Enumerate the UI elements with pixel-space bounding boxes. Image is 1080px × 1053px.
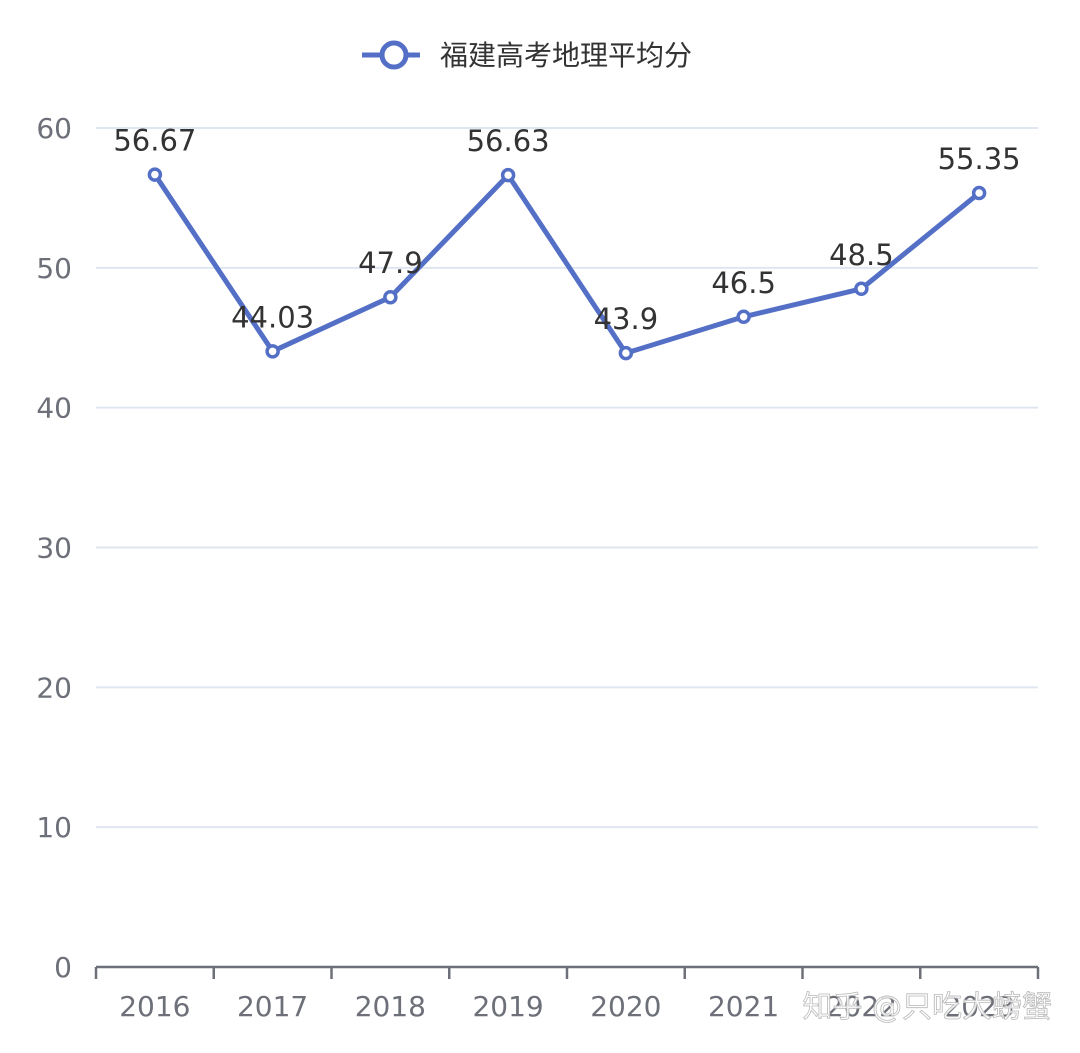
x-tick-label: 2019 bbox=[472, 990, 543, 1023]
x-tick-label: 2023 bbox=[943, 990, 1014, 1023]
data-point[interactable] bbox=[147, 167, 163, 182]
data-label: 56.67 bbox=[113, 124, 196, 158]
data-point[interactable] bbox=[265, 344, 280, 359]
series-line-group bbox=[147, 167, 987, 361]
x-tick-label: 2017 bbox=[237, 990, 308, 1023]
x-tick-label: 2022 bbox=[826, 990, 897, 1023]
grid-lines bbox=[96, 127, 1038, 829]
legend-circle-icon bbox=[379, 40, 409, 70]
data-point[interactable] bbox=[736, 309, 751, 325]
x-tick-label: 2020 bbox=[590, 990, 661, 1023]
y-tick-label: 20 bbox=[36, 671, 72, 704]
data-label: 56.63 bbox=[467, 124, 550, 158]
data-label: 43.9 bbox=[594, 302, 659, 336]
data-label: 48.5 bbox=[829, 238, 894, 272]
data-labels: 56.67 44.03 47.9 56.63 43.9 46.5 48.5 55.35 bbox=[113, 124, 1020, 337]
data-label: 55.35 bbox=[938, 142, 1021, 176]
y-axis: 0 10 20 30 40 50 60 bbox=[36, 112, 72, 984]
x-tick-label: 2016 bbox=[119, 990, 190, 1023]
x-tick-label: 2021 bbox=[708, 990, 779, 1023]
legend-series-label: 福建高考地理平均分 bbox=[440, 39, 692, 72]
legend[interactable]: 福建高考地理平均分 bbox=[362, 39, 692, 72]
y-tick-label: 0 bbox=[54, 951, 72, 984]
data-point[interactable] bbox=[500, 167, 516, 183]
data-label: 47.9 bbox=[358, 246, 423, 280]
data-point[interactable] bbox=[383, 289, 398, 305]
data-label: 46.5 bbox=[711, 266, 776, 300]
y-tick-label: 60 bbox=[36, 112, 72, 145]
x-axis: 2016 2017 2018 2019 2020 2021 2022 2023 bbox=[94, 965, 1040, 1023]
data-point[interactable] bbox=[971, 185, 987, 201]
x-tick-label: 2018 bbox=[355, 990, 426, 1023]
y-tick-label: 40 bbox=[36, 392, 72, 425]
data-point[interactable] bbox=[854, 281, 869, 297]
data-label: 44.03 bbox=[231, 300, 314, 334]
watermark-text: 知乎 @只吃大螃蟹 bbox=[802, 990, 1052, 1025]
y-tick-label: 10 bbox=[36, 811, 72, 844]
data-point[interactable] bbox=[618, 345, 634, 361]
series-line bbox=[152, 172, 982, 356]
y-tick-label: 50 bbox=[36, 252, 72, 285]
y-tick-label: 30 bbox=[36, 532, 72, 565]
